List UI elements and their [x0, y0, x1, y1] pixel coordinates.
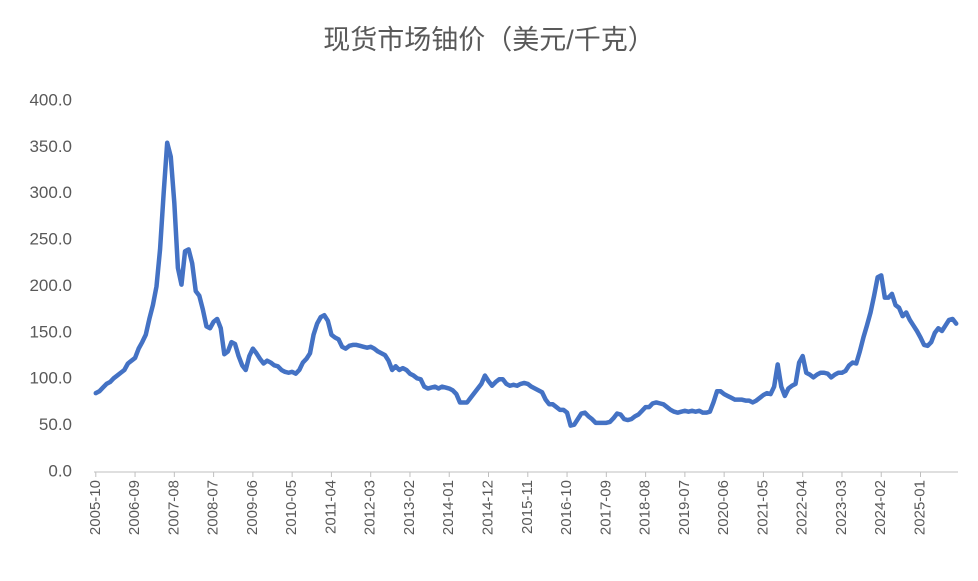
y-tick-label: 200.0 — [29, 276, 72, 295]
x-tick-label: 2014-01 — [440, 480, 457, 535]
chart-title: 现货市场铀价（美元/千克） — [323, 25, 655, 55]
x-tick-label: 2025-01 — [911, 480, 928, 535]
x-tick-label: 2008-07 — [205, 480, 222, 535]
x-tick-label: 2010-05 — [283, 480, 300, 535]
x-tick-label: 2009-06 — [244, 480, 261, 535]
y-tick-label: 0.0 — [48, 461, 72, 480]
x-tick-label: 2013-02 — [401, 480, 418, 535]
x-tick-label: 2011-04 — [322, 480, 339, 534]
line-series — [93, 140, 959, 428]
y-tick-label: 300.0 — [29, 183, 72, 202]
x-tick-label: 2019-07 — [676, 480, 693, 535]
y-tick-label: 250.0 — [29, 230, 72, 249]
x-tick-label: 2014-12 — [479, 480, 496, 535]
x-tick-label: 2005-10 — [87, 480, 104, 535]
y-tick-label: 350.0 — [29, 137, 72, 156]
x-tick-label: 2015-11 — [519, 480, 536, 534]
y-tick-label: 50.0 — [39, 415, 72, 434]
y-tick-label: 100.0 — [29, 369, 72, 388]
x-tick-label: 2023-03 — [833, 480, 850, 535]
x-tick-label: 2022-04 — [794, 480, 811, 535]
x-tick-label: 2017-09 — [597, 480, 614, 535]
x-tick-label: 2021-05 — [754, 480, 771, 535]
x-tick-label: 2024-02 — [872, 480, 889, 535]
x-tick-label: 2020-06 — [715, 480, 732, 535]
x-tick-label: 2016-10 — [558, 480, 575, 535]
x-tick-label: 2007-08 — [165, 480, 182, 535]
x-tick-label: 2012-03 — [362, 480, 379, 535]
y-tick-label: 400.0 — [29, 90, 72, 109]
x-tick-label: 2018-08 — [637, 480, 654, 535]
y-tick-label: 150.0 — [29, 322, 72, 341]
x-tick-label: 2006-09 — [126, 480, 143, 535]
